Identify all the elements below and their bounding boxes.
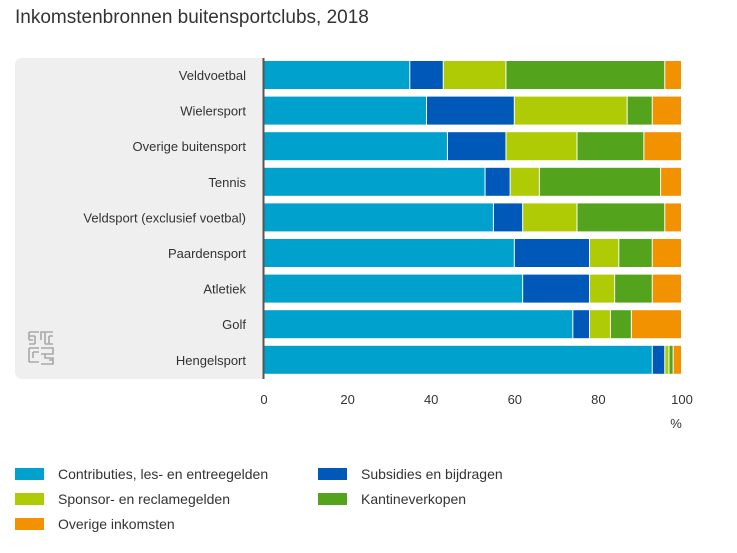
category-label: Overige buitensport: [133, 139, 247, 154]
bar-segment: [590, 239, 619, 267]
bar-segment: [631, 310, 681, 339]
x-tick-label: 40: [424, 392, 438, 407]
bar-segment: [665, 345, 669, 374]
chart-title: Inkomstenbronnen buitensportclubs, 2018: [15, 7, 369, 28]
bar-segment: [669, 345, 673, 374]
category-label: Hengelsport: [176, 353, 246, 368]
category-label: Paardensport: [168, 246, 246, 261]
cbs-logo-icon: [28, 331, 54, 365]
bar-segment: [661, 167, 681, 196]
bar-segment: [493, 203, 523, 232]
bar-segment: [264, 310, 573, 339]
legend-label: Subsidies en bijdragen: [361, 466, 503, 482]
category-labels-group: Veldvoetbal Wielersport Overige buitenspor…: [83, 68, 246, 368]
category-label: Atletiek: [203, 282, 246, 297]
bar-segment: [264, 239, 514, 267]
bar-segment: [652, 96, 681, 125]
bar-segment: [577, 132, 644, 161]
bar-segment: [615, 274, 652, 303]
legend-swatch: [318, 493, 347, 505]
bar-segment: [627, 96, 652, 125]
legend-label: Contributies, les- en entreegelden: [58, 466, 269, 482]
bar-segment: [510, 167, 539, 196]
x-tick-label: 0: [260, 392, 267, 407]
bar-segment: [577, 203, 665, 232]
bar-segment: [652, 345, 665, 374]
bar-segment: [264, 61, 410, 89]
bar-segment: [264, 132, 447, 161]
bar-segment: [506, 61, 665, 89]
legend-label: Kantineverkopen: [361, 491, 467, 507]
bar-segment: [652, 239, 681, 267]
bars-group: [264, 61, 681, 374]
legend-swatch: [15, 493, 44, 505]
bar-segment: [443, 61, 506, 89]
bar-segment: [590, 274, 615, 303]
legend-label: Sponsor- en reclamegelden: [58, 491, 230, 507]
bar-segment: [590, 310, 610, 339]
category-label: Tennis: [208, 175, 246, 190]
category-label: Golf: [222, 317, 246, 332]
bar-segment: [523, 274, 590, 303]
bar-segment: [410, 61, 443, 89]
bar-segment: [665, 61, 681, 89]
bar-segment: [573, 310, 590, 339]
bar-segment: [619, 239, 652, 267]
legend-swatch: [15, 468, 44, 480]
category-label: Wielersport: [180, 104, 246, 119]
bar-segment: [644, 132, 681, 161]
bar-segment: [652, 274, 681, 303]
bar-segment: [264, 345, 652, 374]
legend-swatch: [15, 518, 44, 530]
legend-label: Overige inkomsten: [58, 516, 175, 532]
bar-segment: [427, 96, 514, 125]
bar-segment: [523, 203, 577, 232]
bar-segment: [264, 96, 427, 125]
bar-segment: [673, 345, 681, 374]
bar-segment: [264, 167, 485, 196]
x-tick-label: 60: [508, 392, 522, 407]
bar-segment: [506, 132, 577, 161]
bar-segment: [514, 239, 590, 267]
legend-swatch: [318, 468, 347, 480]
bar-segment: [665, 203, 681, 232]
x-tick-labels-group: 0 20 40 60 80 100: [260, 392, 692, 407]
category-label: Veldsport (exclusief voetbal): [83, 210, 246, 225]
bar-segment: [264, 274, 523, 303]
x-axis-label: %: [670, 416, 682, 431]
x-tick-label: 80: [591, 392, 605, 407]
bar-segment: [514, 96, 627, 125]
bar-segment: [447, 132, 506, 161]
bar-segment: [264, 203, 493, 232]
bar-segment: [610, 310, 631, 339]
category-label: Veldvoetbal: [179, 68, 246, 83]
x-tick-label: 100: [671, 392, 693, 407]
x-tick-label: 20: [340, 392, 354, 407]
bar-segment: [539, 167, 661, 196]
bar-segment: [485, 167, 510, 196]
